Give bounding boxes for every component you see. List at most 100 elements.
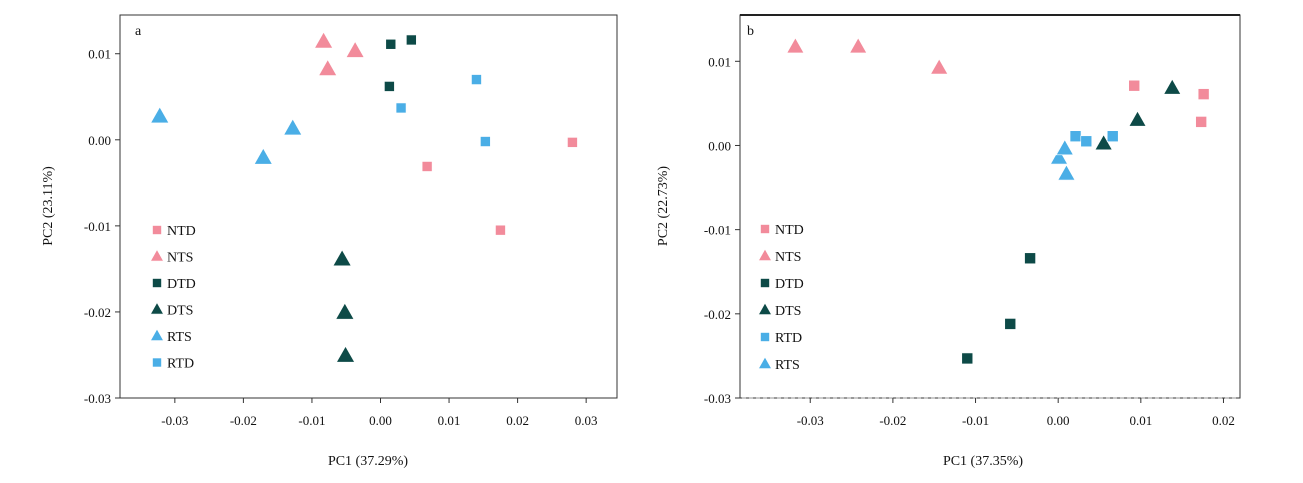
panel-a-letter: a [135, 24, 142, 39]
legend-marker [757, 248, 773, 261]
y-tick-label: 0.00 [708, 138, 731, 153]
legend-label: NTD [167, 224, 196, 239]
data-point [786, 37, 805, 54]
x-tick-label: -0.02 [230, 413, 257, 428]
panel-b-x-ticks: -0.03 -0.02 -0.01 0.00 0.01 0.02 [797, 398, 1235, 428]
legend-item-ntd: NTD [152, 224, 196, 239]
legend-item-nts: NTS [149, 249, 193, 266]
data-point [567, 137, 578, 148]
data-point [961, 352, 974, 365]
legend-item-rts: RTS [757, 356, 800, 373]
data-point [385, 38, 397, 50]
series-nts [314, 31, 365, 76]
panel-a-marks [150, 31, 578, 363]
legend-item-nts: NTS [757, 248, 801, 265]
y-tick-label: -0.02 [704, 307, 731, 322]
legend-item-dts: DTS [757, 302, 801, 319]
panel-a-y-axis-label: PC2 (23.11%) [41, 166, 56, 246]
legend-item-rtd: RTD [760, 331, 802, 346]
data-point [406, 34, 417, 46]
y-tick-label: -0.01 [704, 223, 731, 238]
panel-a-legend: NTD NTS DTD DTS RTS RTD [149, 224, 196, 372]
panel-b-legend: NTD NTS DTD DTS RTD RTS [757, 223, 804, 373]
panel-b-x-axis-label: PC1 (37.35%) [943, 454, 1023, 469]
series-nts [786, 37, 949, 75]
data-point [1049, 148, 1069, 165]
legend-label: RTS [167, 330, 192, 345]
legend-marker [149, 249, 165, 262]
data-point [332, 249, 352, 267]
legend-label: NTS [167, 251, 193, 266]
panel-b-chart: b -0.03 -0.02 -0.01 0.00 0.01 0.02 0.01 0.00 -0… [656, 14, 1241, 469]
data-point [314, 31, 334, 49]
legend-marker [760, 332, 770, 342]
data-point [1163, 78, 1182, 95]
data-point [283, 118, 303, 136]
series-rtd [395, 74, 491, 147]
x-tick-label: -0.01 [962, 413, 989, 428]
y-tick-label: 0.00 [88, 133, 111, 148]
data-point [1128, 79, 1141, 92]
y-tick-label: -0.03 [84, 391, 111, 406]
y-tick-label: -0.02 [84, 305, 111, 320]
data-point [1057, 164, 1076, 181]
legend-marker [757, 302, 773, 315]
series-dts [332, 249, 356, 363]
series-ntd [421, 137, 578, 236]
y-tick-label: 0.01 [708, 54, 731, 69]
data-point [395, 102, 407, 114]
panel-a-frame [119, 14, 618, 399]
x-tick-label: 0.02 [1212, 413, 1235, 428]
legend-item-ntd: NTD [760, 223, 804, 238]
legend-marker [152, 357, 162, 368]
legend-item-dtd: DTD [760, 277, 804, 292]
x-tick-label: -0.03 [797, 413, 824, 428]
data-point [1055, 139, 1074, 156]
legend-label: RTD [775, 331, 802, 346]
legend-item-rtd: RTD [152, 357, 194, 372]
legend-item-rts: RTS [149, 328, 192, 345]
data-point [1004, 318, 1017, 330]
data-point [1106, 130, 1119, 143]
x-tick-label: -0.01 [298, 413, 325, 428]
legend-marker [760, 224, 770, 234]
legend-marker [757, 356, 773, 369]
legend-marker [152, 225, 162, 235]
data-point [495, 224, 506, 236]
data-point [1128, 110, 1147, 127]
legend-label: RTS [775, 358, 800, 373]
data-point [1069, 130, 1082, 143]
x-tick-label: -0.03 [161, 413, 188, 428]
panel-b-letter: b [747, 24, 754, 39]
panel-a-x-ticks: -0.03 -0.02 -0.01 0.00 0.01 0.02 0.03 [161, 398, 598, 428]
panel-a-y-ticks: 0.01 0.00 -0.01 -0.02 -0.03 [84, 47, 120, 406]
x-tick-label: 0.00 [1047, 413, 1070, 428]
data-point [384, 81, 395, 92]
legend-label: DTS [775, 304, 801, 319]
legend-item-dtd: DTD [152, 277, 196, 292]
legend-label: DTS [167, 304, 193, 319]
data-point [480, 136, 491, 147]
data-point [335, 302, 355, 320]
data-point [471, 74, 482, 85]
legend-marker [149, 302, 165, 315]
data-point [318, 59, 338, 76]
panel-a-chart: a -0.03 -0.02 -0.01 0.00 0.01 0.02 0.03 0.010.… [41, 14, 618, 469]
legend-marker [149, 328, 165, 341]
x-tick-label: 0.03 [575, 413, 598, 428]
panel-b-y-ticks: 0.01 0.00 -0.01 -0.02 -0.03 [704, 54, 740, 406]
legend-label: RTD [167, 357, 194, 372]
data-point [150, 106, 170, 124]
y-tick-label: 0.01 [88, 47, 111, 62]
data-point [1024, 252, 1036, 265]
series-dtd [384, 34, 417, 92]
data-point [1197, 88, 1210, 100]
data-point [336, 345, 356, 363]
panel-b-marks [786, 37, 1210, 365]
y-tick-label: -0.01 [84, 219, 111, 234]
series-dts [1094, 78, 1182, 151]
y-tick-label: -0.03 [704, 391, 731, 406]
panel-a-x-axis-label: PC1 (37.29%) [328, 454, 408, 469]
data-point [1080, 135, 1093, 148]
